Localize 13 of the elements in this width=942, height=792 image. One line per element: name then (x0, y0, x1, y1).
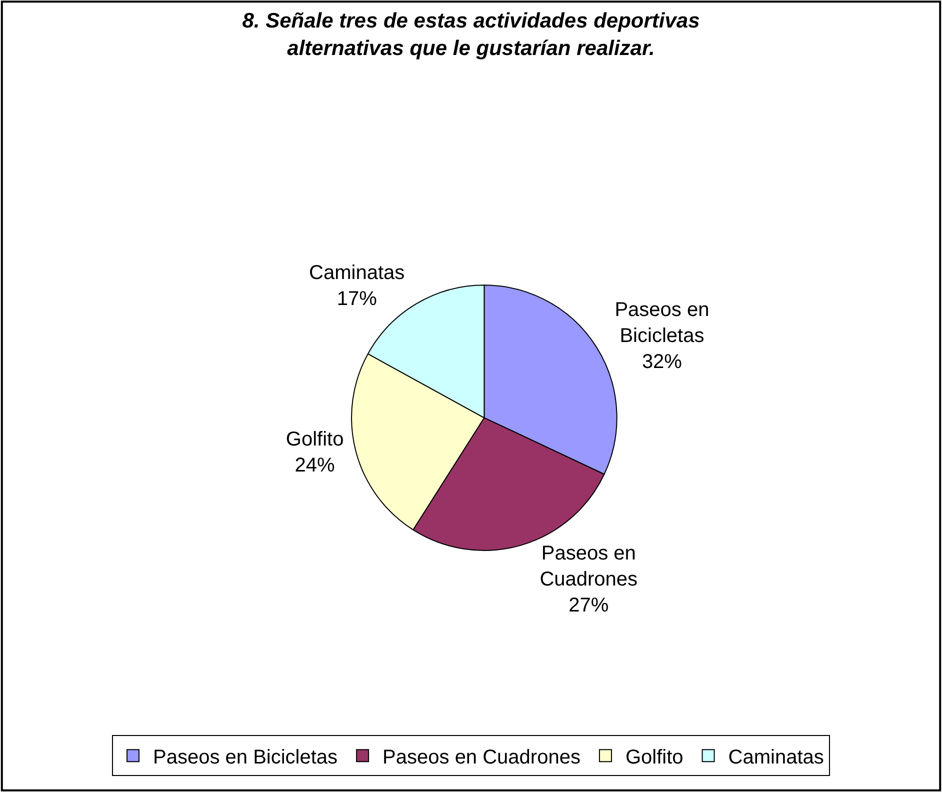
data-label: 17% (336, 288, 378, 310)
data-label: 32% (642, 351, 682, 374)
legend-label: Paseos en Cuadrones (382, 746, 580, 768)
legend-label: Paseos en Bicicletas (153, 746, 338, 768)
slice-label: Paseos en Bicicletas (614, 299, 710, 348)
slice-label: Caminatas (309, 262, 405, 284)
slice-label: Golfito (286, 428, 344, 450)
data-label: 24% (294, 454, 336, 476)
slice-label: Paseos en Cuadrones (540, 542, 638, 590)
chart-title: 8. Señale tres de estas actividades deportivas alternativas que le gustarían realizar. (242, 10, 700, 60)
data-label: 27% (568, 594, 609, 616)
legend-label: Caminatas (728, 746, 824, 768)
legend-label: Golfito (625, 746, 684, 768)
